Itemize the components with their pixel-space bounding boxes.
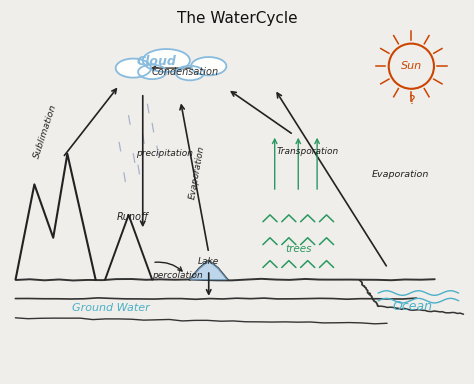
Text: precipitation: precipitation [136, 149, 193, 158]
Ellipse shape [138, 65, 166, 79]
Text: Sun: Sun [401, 61, 422, 71]
Ellipse shape [191, 57, 227, 75]
Text: Transporation: Transporation [277, 147, 339, 156]
Text: percolation: percolation [152, 271, 203, 280]
Text: Evaporation: Evaporation [188, 146, 206, 200]
Text: The WaterCycle: The WaterCycle [177, 11, 297, 26]
Ellipse shape [116, 59, 151, 78]
Ellipse shape [176, 66, 204, 80]
Text: Evaporation: Evaporation [371, 170, 428, 179]
Text: ?: ? [408, 94, 415, 107]
Text: Cloud: Cloud [137, 55, 177, 68]
Ellipse shape [143, 49, 190, 72]
Text: Ground Water: Ground Water [72, 303, 150, 313]
Polygon shape [190, 261, 228, 280]
Text: Sublimation: Sublimation [32, 103, 58, 159]
Text: Condensation: Condensation [152, 67, 219, 77]
Text: Ocean: Ocean [392, 300, 432, 313]
Text: Lake: Lake [198, 257, 219, 266]
Text: Runoff: Runoff [117, 212, 148, 222]
Text: trees: trees [285, 244, 311, 254]
